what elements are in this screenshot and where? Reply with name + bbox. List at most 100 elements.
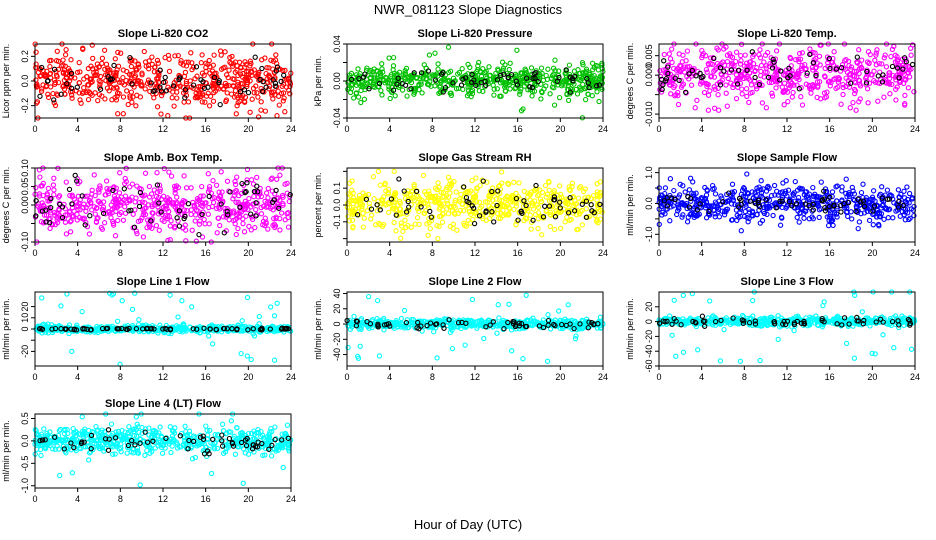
data-point [883,64,890,70]
data-point-highlight [121,186,127,192]
data-point [806,82,812,89]
data-point-highlight [880,72,886,78]
data-point [797,56,804,62]
data-point [249,72,255,78]
data-point-highlight [393,212,399,218]
data-point [359,82,365,88]
data-point [411,89,418,95]
x-tick-label: 12 [782,248,792,258]
data-point [138,79,144,85]
data-point [551,188,557,194]
data-point [707,55,714,61]
data-point [708,74,714,80]
data-point [39,183,45,189]
data-point [220,214,227,220]
data-point [479,213,486,219]
data-point-highlight [366,86,372,92]
data-point [439,219,446,225]
x-tick-label: 12 [470,248,480,258]
data-point [733,95,740,102]
data-point-highlight [156,200,162,206]
data-point [881,94,887,100]
data-point [879,61,885,67]
x-tick-label: 4 [387,124,392,134]
data-point [751,78,758,84]
data-point [51,175,57,181]
data-point [205,171,211,177]
data-point-highlight [720,199,726,205]
data-point [455,71,461,77]
data-point-highlight [728,67,735,73]
data-point [538,65,545,71]
data-point-highlight [554,78,560,85]
data-point [594,181,600,187]
data-point [579,60,586,66]
data-point [688,198,694,204]
data-point [760,208,767,215]
data-point-highlight [786,198,792,205]
x-tick-label: 24 [598,124,608,134]
data-point [834,214,840,220]
data-point [232,178,238,185]
data-point [120,217,127,223]
data-point [519,70,525,76]
data-point [284,180,290,187]
data-point [154,201,161,207]
data-point-highlight [778,68,784,74]
data-point [759,217,766,224]
data-point [241,206,248,213]
data-point [735,75,742,81]
data-point [237,92,243,98]
data-point [703,53,709,59]
data-point [795,56,801,62]
data-point [416,208,422,215]
data-point-highlight [241,87,248,93]
data-point [513,76,519,82]
data-point-highlight [133,326,140,332]
data-point-highlight [278,78,284,85]
data-point [155,75,161,81]
x-tick-label: 4 [75,124,80,134]
data-point-highlight [786,65,792,71]
data-point [448,90,454,96]
data-point [469,177,475,184]
data-point [258,107,264,113]
data-point [425,194,432,201]
data-point [166,68,173,75]
data-point [436,213,443,220]
data-point [79,308,85,315]
data-point [543,194,549,200]
y-tick-label: -0.10 [20,232,30,253]
data-point [196,221,203,227]
data-point [265,185,271,192]
data-point [83,208,89,214]
data-point [716,107,722,113]
data-point [571,81,577,87]
data-point [506,66,512,73]
data-point-highlight [136,203,143,210]
data-point [169,95,175,101]
data-point [173,323,180,329]
data-point [114,318,121,324]
data-point [459,66,465,72]
data-point [851,191,858,197]
data-point [449,345,456,352]
data-point [185,99,192,105]
data-point-highlight [68,326,74,332]
data-point [268,57,274,63]
data-point-highlight [129,81,135,87]
data-point [700,79,706,86]
data-point [432,50,438,56]
data-point [538,199,544,205]
data-point [428,217,435,224]
data-point [468,93,474,100]
data-point [414,215,421,221]
data-point [535,204,542,210]
data-point [473,209,479,215]
data-point [175,314,181,320]
data-point [679,59,685,65]
data-point [677,181,683,187]
data-point [199,234,206,240]
data-point [69,192,75,198]
